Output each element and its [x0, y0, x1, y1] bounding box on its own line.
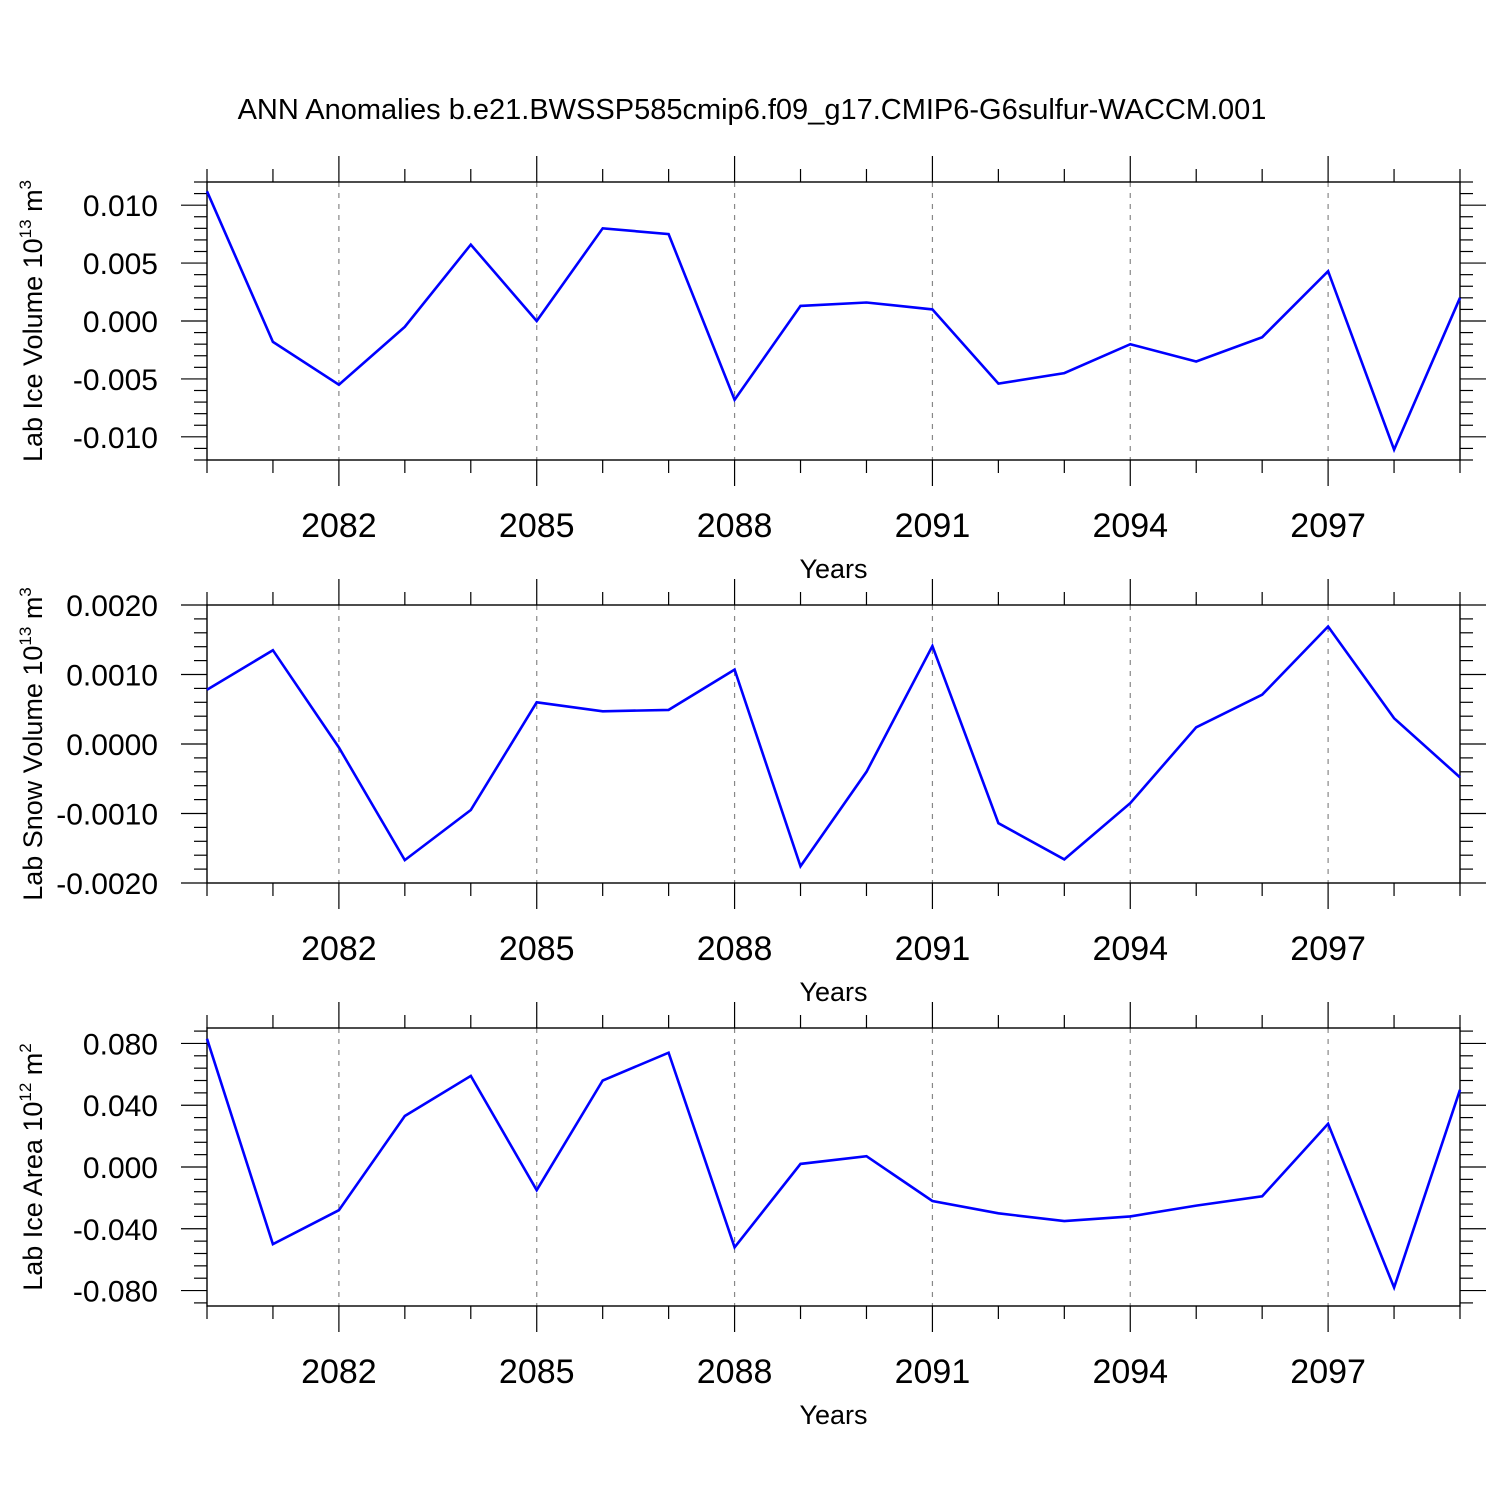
y-tick-label: 0.010: [83, 190, 158, 223]
y-tick-label: -0.005: [73, 364, 158, 397]
y-axis-title-unit-exponent: 3: [16, 587, 35, 596]
x-tick-label: 2091: [895, 1353, 971, 1391]
chart-panel-1: 2082 2085 2088 2091 2094 2097 0.010 0.005 0.000 -…: [16, 156, 1486, 584]
y-axis-title: Lab Ice Area 1012 m2: [16, 1043, 48, 1291]
chart-title: ANN Anomalies b.e21.BWSSP585cmip6.f09_g1…: [238, 94, 1267, 126]
y-tick-label: 0.0020: [66, 590, 158, 623]
y-tick-label: -0.0010: [56, 799, 158, 832]
x-axis-title: Years: [799, 1400, 867, 1430]
y-tick-label: 0.000: [83, 1152, 158, 1185]
y-tick-label: -0.080: [73, 1276, 158, 1309]
y-axis-title-unit: m: [18, 189, 48, 219]
x-tick-label: 2094: [1092, 1353, 1168, 1391]
x-tick-label: 2082: [301, 1353, 377, 1391]
x-tick-label: 2094: [1092, 507, 1168, 545]
y-axis-title-text: Lab Ice Area 10: [18, 1102, 48, 1291]
x-tick-label: 2085: [499, 1353, 575, 1391]
x-tick-label: 2082: [301, 507, 377, 545]
x-tick-label: 2091: [895, 507, 971, 545]
plot-frame: [206, 1027, 1461, 1307]
series-line: [205, 190, 1462, 454]
y-axis-title-unit: m: [18, 1053, 48, 1083]
x-tick-label: 2091: [895, 930, 971, 968]
plot-frame: [206, 604, 1461, 884]
y-axis-title-unit: m: [18, 597, 48, 627]
series-line: [206, 624, 1461, 870]
y-tick-label: -0.0020: [56, 868, 158, 901]
x-tick-label: 2097: [1290, 507, 1366, 545]
y-tick-label: -0.010: [73, 422, 158, 455]
y-tick-label: 0.0010: [66, 660, 158, 693]
y-axis-title-text: Lab Ice Volume 10: [18, 238, 48, 462]
series-line: [205, 1038, 1462, 1292]
y-axis-title: Lab Ice Volume 1013 m3: [16, 180, 48, 462]
x-tick-label: 2085: [499, 507, 575, 545]
x-tick-label: 2088: [697, 507, 773, 545]
x-tick-label: 2094: [1092, 930, 1168, 968]
y-tick-label: 0.0000: [66, 729, 158, 762]
y-tick-label: 0.080: [83, 1028, 158, 1061]
plot-frame: [206, 181, 1461, 461]
x-tick-label: 2088: [697, 1353, 773, 1391]
y-axis-title-text: Lab Snow Volume 10: [18, 646, 48, 901]
chart-panel-2: 2082 2085 2088 2091 2094 2097 0.0020 0.0010 0.00…: [16, 579, 1486, 1007]
chart-panel-3: 2082 2085 2088 2091 2094 2097 0.080 0.040 0.000 -…: [16, 1002, 1486, 1430]
y-axis-title-unit-exponent: 3: [16, 180, 35, 189]
x-axis-title: Years: [799, 554, 867, 584]
y-axis-title-exponent: 13: [16, 219, 35, 238]
x-tick-label: 2097: [1290, 1353, 1366, 1391]
x-tick-label: 2097: [1290, 930, 1366, 968]
x-tick-label: 2088: [697, 930, 773, 968]
x-tick-label: 2085: [499, 930, 575, 968]
y-axis-title: Lab Snow Volume 1013 m3: [16, 587, 48, 901]
y-axis-title-unit-exponent: 2: [16, 1043, 35, 1052]
y-tick-label: 0.000: [83, 306, 158, 339]
y-axis-title-exponent: 13: [16, 627, 35, 646]
y-tick-label: -0.040: [73, 1214, 158, 1247]
y-tick-label: 0.005: [83, 248, 158, 281]
y-tick-label: 0.040: [83, 1090, 158, 1123]
x-axis-title: Years: [799, 977, 867, 1007]
x-tick-label: 2082: [301, 930, 377, 968]
y-axis-title-exponent: 12: [16, 1083, 35, 1102]
